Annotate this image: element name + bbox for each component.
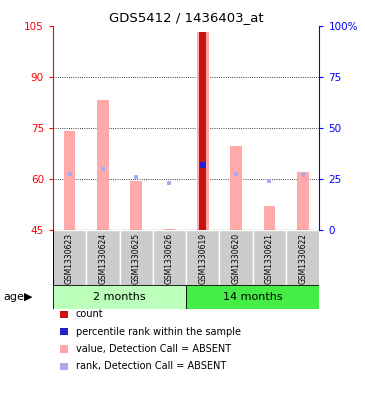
Bar <box>153 230 186 285</box>
Text: GSM1330623: GSM1330623 <box>65 233 74 284</box>
Bar <box>130 180 142 230</box>
Text: percentile rank within the sample: percentile rank within the sample <box>76 327 241 337</box>
Text: rank, Detection Call = ABSENT: rank, Detection Call = ABSENT <box>76 361 226 371</box>
Text: count: count <box>76 309 103 320</box>
Point <box>233 171 239 177</box>
Text: 14 months: 14 months <box>223 292 283 302</box>
Bar <box>164 229 175 230</box>
Text: 2 months: 2 months <box>93 292 146 302</box>
Title: GDS5412 / 1436403_at: GDS5412 / 1436403_at <box>109 11 264 24</box>
Bar <box>253 230 286 285</box>
Bar <box>86 230 120 285</box>
Bar <box>186 230 219 285</box>
Point <box>67 171 73 177</box>
Text: ▶: ▶ <box>24 292 32 302</box>
Bar <box>264 206 275 230</box>
Point <box>100 165 106 172</box>
Bar <box>186 285 319 309</box>
Point <box>266 177 272 184</box>
Bar <box>53 285 186 309</box>
Point <box>200 162 206 168</box>
Text: age: age <box>4 292 24 302</box>
Bar <box>97 101 109 230</box>
Text: GSM1330626: GSM1330626 <box>165 233 174 284</box>
Bar <box>286 230 319 285</box>
Text: value, Detection Call = ABSENT: value, Detection Call = ABSENT <box>76 344 231 354</box>
Bar <box>199 32 207 230</box>
Text: GSM1330624: GSM1330624 <box>99 233 107 284</box>
Text: GSM1330621: GSM1330621 <box>265 233 274 284</box>
Text: GSM1330625: GSM1330625 <box>132 233 141 284</box>
Bar <box>53 230 86 285</box>
Bar <box>64 131 76 230</box>
Bar <box>297 172 308 230</box>
Text: GSM1330620: GSM1330620 <box>232 233 241 284</box>
Bar <box>219 230 253 285</box>
Point <box>133 174 139 180</box>
Bar <box>197 32 209 230</box>
Point <box>300 172 306 178</box>
Bar <box>230 147 242 230</box>
Text: GSM1330619: GSM1330619 <box>198 233 207 284</box>
Text: GSM1330622: GSM1330622 <box>298 233 307 284</box>
Point <box>166 180 172 186</box>
Bar <box>120 230 153 285</box>
